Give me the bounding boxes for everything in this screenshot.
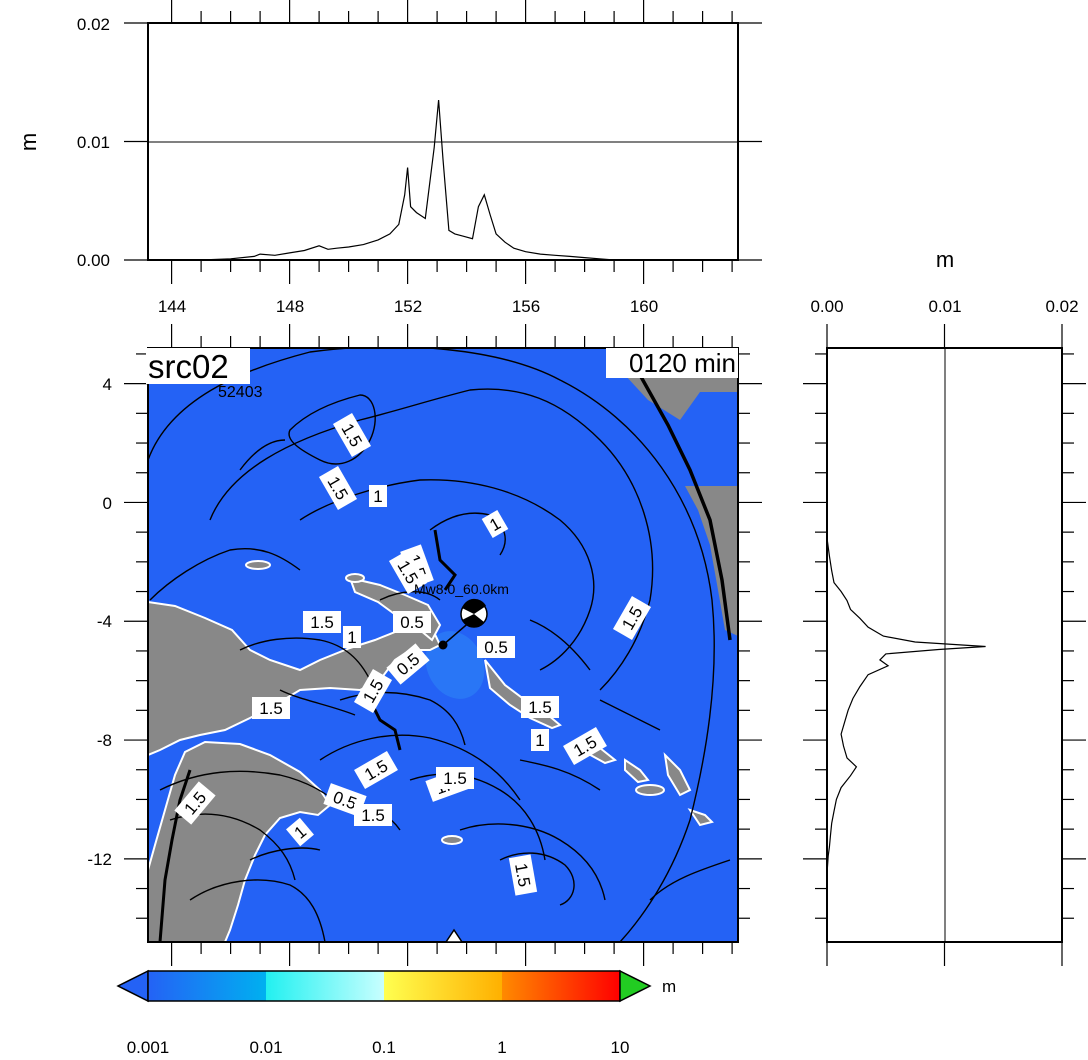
top-xtick-label-152: 152 xyxy=(394,297,422,316)
svg-text:1: 1 xyxy=(535,731,544,750)
contour-label: 1.5 xyxy=(303,611,341,633)
land-islet-4 xyxy=(635,784,665,796)
contour-label: 1 xyxy=(286,817,314,847)
source-label: src02 xyxy=(148,348,229,385)
focal-mechanism-icon xyxy=(460,598,488,628)
contour-label: 1.5 xyxy=(252,697,290,719)
top-ytick-label-2: 0.00 xyxy=(77,251,110,270)
station-label: 52403 xyxy=(218,384,263,401)
contour-label-group: 1.51.5111.51.51.510.50.50.51.51.511.51.5… xyxy=(174,413,652,896)
colorbar-segment-1 xyxy=(148,971,266,1001)
tsunami-map: 1.51.5111.51.51.510.50.50.51.51.511.51.5… xyxy=(87,324,762,966)
colorbar-segment-3 xyxy=(384,971,502,1001)
svg-text:1.5: 1.5 xyxy=(511,862,534,889)
contour-label: 1 xyxy=(369,485,387,507)
side-xtick-label-1: 0.01 xyxy=(928,297,961,316)
contour-lines xyxy=(148,348,731,942)
svg-text:1: 1 xyxy=(373,487,382,506)
contour-label: 1.5 xyxy=(354,804,392,826)
top-amplitude-plot: m 0.02 0.01 0.00 144 148 152 156 160 xyxy=(16,0,762,316)
land-solomon-4 xyxy=(663,752,692,797)
colorbar-unit: m xyxy=(662,977,676,996)
top-xtick-label-148: 148 xyxy=(276,297,304,316)
contour-label: 1.5 xyxy=(388,550,428,594)
station-triangle-icon xyxy=(444,928,464,943)
contour-label: 0.5 xyxy=(393,611,431,633)
top-ytick-label-1: 0.01 xyxy=(77,133,110,152)
top-xtick-label-160: 160 xyxy=(630,297,658,316)
svg-text:1.5: 1.5 xyxy=(528,698,552,717)
map-ytick-label-4: 4 xyxy=(103,375,112,394)
land-islet-2 xyxy=(245,560,271,570)
contour-label: 1 xyxy=(531,729,549,751)
side-plot-x-axis-label: m xyxy=(936,247,954,272)
map-frame xyxy=(147,347,739,943)
side-xtick-label-0: 0.00 xyxy=(810,297,843,316)
coastline-shelf xyxy=(158,769,192,942)
svg-text:1.5: 1.5 xyxy=(361,806,385,825)
top-plot-series-line xyxy=(156,99,733,261)
side-plot-ticks xyxy=(803,324,1086,966)
map-ytick-label-m8: -8 xyxy=(97,731,112,750)
contour-label: 1 xyxy=(481,509,509,539)
svg-text:1.5: 1.5 xyxy=(443,769,467,788)
colorbar-over-triangle xyxy=(619,969,652,1003)
colorbar-tick-1: 0.01 xyxy=(249,1038,282,1057)
fault-label: Mw8.0_60.0km xyxy=(414,581,509,597)
land-solomon-3 xyxy=(624,758,650,784)
contour-label: 0.5 xyxy=(477,636,515,658)
side-plot-series-line xyxy=(826,353,986,942)
colorbar-tick-2: 0.1 xyxy=(372,1038,396,1057)
colorbar-under-triangle xyxy=(116,969,149,1003)
land-islet-3 xyxy=(345,573,365,583)
contour-bold-2 xyxy=(368,699,402,751)
map-ytick-label-m12: -12 xyxy=(87,850,112,869)
top-xtick-label-156: 156 xyxy=(512,297,540,316)
contour-label: 1.5 xyxy=(436,767,474,789)
top-plot-x-ticks xyxy=(171,0,733,284)
side-amplitude-plot: m 0.00 0.01 0.02 xyxy=(803,247,1086,966)
land-islet-5 xyxy=(441,835,463,845)
colorbar-segment-2 xyxy=(266,971,384,1001)
colorbar-tick-4: 10 xyxy=(611,1038,630,1057)
colorbar: m 0.001 0.01 0.1 1 10 xyxy=(116,969,676,1057)
colorbar-tick-3: 1 xyxy=(497,1038,506,1057)
source-label-box xyxy=(146,348,250,384)
svg-text:0.5: 0.5 xyxy=(484,638,508,657)
top-ytick-label-0: 0.02 xyxy=(77,15,110,34)
top-plot-y-axis-label: m xyxy=(16,133,41,151)
top-plot-y-ticks xyxy=(124,22,762,261)
contour-label: 1.5 xyxy=(508,854,538,896)
contour-label: 1 xyxy=(343,626,361,648)
svg-text:1.5: 1.5 xyxy=(259,699,283,718)
svg-text:0.5: 0.5 xyxy=(400,613,424,632)
land-islet-1 xyxy=(687,808,714,827)
colorbar-segment-4 xyxy=(502,971,620,1001)
epicenter-marker xyxy=(438,640,448,650)
svg-text:1.5: 1.5 xyxy=(310,613,334,632)
time-label: 0120 min xyxy=(629,348,736,378)
map-ytick-label-0: 0 xyxy=(103,494,112,513)
colorbar-tick-0: 0.001 xyxy=(127,1038,170,1057)
map-ticks xyxy=(124,324,762,966)
map-ytick-label-m4: -4 xyxy=(97,612,112,631)
top-xtick-label-144: 144 xyxy=(158,297,186,316)
land-new-guinea xyxy=(148,600,442,757)
contour-label: 1.5 xyxy=(521,696,559,718)
side-xtick-label-2: 0.02 xyxy=(1045,297,1078,316)
contour-bold xyxy=(433,529,457,591)
svg-text:1: 1 xyxy=(347,628,356,647)
time-label-box xyxy=(606,348,738,378)
